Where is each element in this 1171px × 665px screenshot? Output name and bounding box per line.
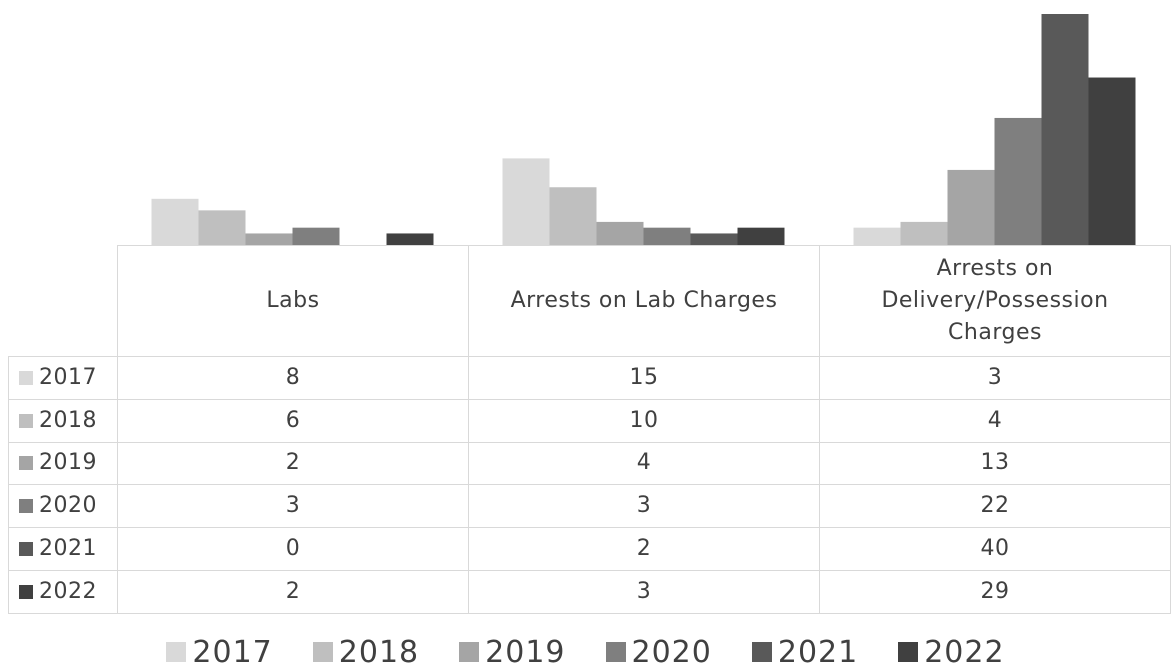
row-header: 2017 (8, 356, 118, 400)
row-header: 2018 (8, 398, 118, 443)
table-cell: 8 (117, 356, 469, 400)
legend-key (19, 413, 33, 428)
bar (994, 117, 1042, 245)
bar (853, 227, 901, 245)
legend-key (19, 542, 33, 557)
legend-label: 2020 (631, 634, 712, 665)
row-header: 2022 (8, 570, 118, 614)
table-cell: 6 (117, 398, 469, 443)
category-header: Arrests on Delivery/Possession Charges (819, 245, 1171, 357)
row-header: 2019 (8, 441, 118, 486)
table-cell: 29 (819, 570, 1171, 614)
legend-item: 2020 (605, 634, 712, 665)
legend-key (19, 370, 33, 385)
table-cell: 22 (819, 484, 1171, 529)
bar (198, 210, 246, 245)
legend-label: 2019 (485, 634, 566, 665)
table-cell: 3 (819, 356, 1171, 400)
legend: 2017 2018 2019 2020 2021 2022 (0, 632, 1171, 665)
legend-key (19, 584, 33, 599)
row-header: 2021 (8, 527, 118, 571)
table-cell: 3 (117, 484, 469, 529)
legend-item: 2018 (312, 634, 420, 665)
table-cell: 2 (117, 570, 469, 614)
bar (900, 221, 948, 245)
legend-label: 2021 (777, 634, 859, 665)
legend-swatch (166, 642, 187, 662)
table-cell: 13 (819, 441, 1171, 486)
table-cell: 15 (468, 356, 820, 400)
table-cell: 4 (468, 441, 820, 486)
table-cell: 4 (819, 398, 1171, 443)
row-header: 2020 (8, 484, 118, 529)
bar (1088, 77, 1136, 246)
row-label: 2022 (39, 578, 97, 604)
legend-key (19, 499, 33, 514)
bar (690, 233, 738, 245)
legend-label: 2022 (924, 634, 1005, 665)
row-label: 2020 (39, 493, 97, 519)
legend-label: 2018 (338, 634, 420, 665)
row-label: 2017 (39, 364, 97, 390)
bar (737, 227, 785, 245)
bar (151, 198, 199, 245)
legend-swatch (312, 642, 333, 662)
bar (292, 227, 340, 245)
table-cell: 3 (468, 570, 820, 614)
bar (643, 227, 691, 245)
legend-key (19, 456, 33, 471)
table-cell: 3 (468, 484, 820, 529)
bar (596, 221, 644, 245)
legend-label: 2017 (192, 634, 273, 665)
legend-item: 2019 (459, 635, 565, 665)
bar (947, 169, 995, 245)
table-cell: 10 (468, 398, 820, 443)
bar (386, 233, 434, 245)
bar (549, 187, 597, 245)
bar (245, 233, 293, 245)
legend-swatch (605, 642, 626, 662)
table-cell: 40 (819, 527, 1171, 571)
legend-swatch (751, 642, 772, 662)
bar (502, 158, 550, 245)
table-cell: 2 (117, 441, 469, 486)
legend-item: 2021 (751, 634, 859, 665)
legend-swatch (898, 642, 919, 662)
table-cell: 0 (117, 527, 469, 571)
row-label: 2021 (39, 536, 97, 562)
bar (1041, 14, 1089, 245)
row-label: 2018 (39, 407, 97, 433)
legend-item: 2017 (166, 635, 272, 665)
legend-item: 2022 (898, 635, 1004, 665)
category-header: Labs (117, 245, 469, 357)
row-label: 2019 (39, 450, 97, 476)
category-header: Arrests on Lab Charges (468, 245, 820, 357)
legend-swatch (459, 642, 480, 662)
table-cell: 2 (468, 527, 820, 571)
